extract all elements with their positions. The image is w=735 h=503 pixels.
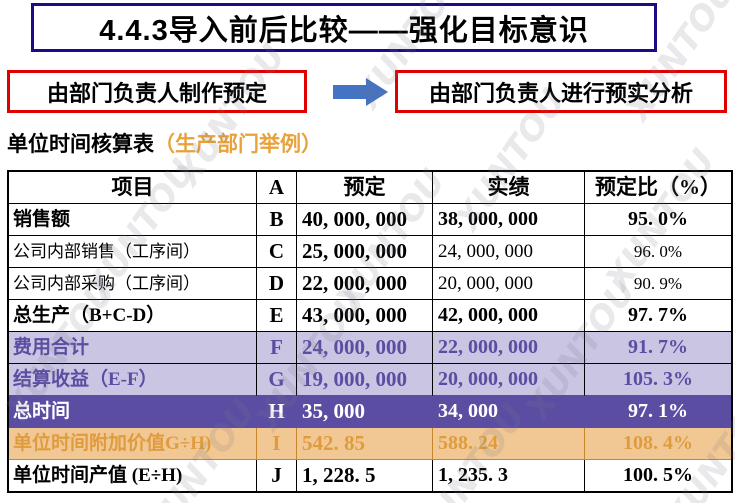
cell-ratio: 108. 4% <box>585 428 731 460</box>
cell-code: C <box>257 236 297 268</box>
cell-item: 公司内部销售（工序间） <box>9 236 257 268</box>
cell-plan: 22, 000, 000 <box>297 268 433 300</box>
cell-ratio: 91. 7% <box>585 332 731 364</box>
cell-item: 单位时间附加价值G÷H) <box>9 428 257 460</box>
cell-ratio: 96. 0% <box>585 236 731 268</box>
cell-ratio: 105. 3% <box>585 364 731 396</box>
flow-step-plan-label: 由部门负责人制作预定 <box>46 80 267 106</box>
cell-code: H <box>257 396 297 428</box>
cell-actual: 22, 000, 000 <box>433 332 585 364</box>
cell-code: F <box>257 332 297 364</box>
header-row: 项目 A 预定 实绩 预定比（%） <box>9 172 731 204</box>
cell-actual: 588. 24 <box>433 428 585 460</box>
cell-actual: 42, 000, 000 <box>433 300 585 332</box>
cell-actual: 24, 000, 000 <box>433 236 585 268</box>
cell-ratio: 95. 0% <box>585 204 731 236</box>
table-caption-main: 单位时间核算表 <box>7 132 154 156</box>
flow-step-plan: 由部门负责人制作预定 <box>7 70 307 113</box>
cell-actual: 20, 000, 000 <box>433 364 585 396</box>
cell-item: 公司内部采购（工序间） <box>9 268 257 300</box>
cell-plan: 19, 000, 000 <box>297 364 433 396</box>
table-row: 总时间 H 35, 000 34, 000 97. 1% <box>9 396 731 428</box>
cell-plan: 43, 000, 000 <box>297 300 433 332</box>
cell-code: D <box>257 268 297 300</box>
page-title: 4.4.3导入前后比较——强化目标意识 <box>99 14 589 47</box>
table-row: 公司内部采购（工序间） D 22, 000, 000 20, 000, 000 … <box>9 268 731 300</box>
table-caption-note: （生产部门举例） <box>154 132 322 156</box>
cell-code: J <box>257 460 297 491</box>
cell-code: I <box>257 428 297 460</box>
cell-plan: 40, 000, 000 <box>297 204 433 236</box>
accounting-table-wrap: 项目 A 预定 实绩 预定比（%） 销售额 B 40, 000, 000 38,… <box>7 170 733 493</box>
table-row: 单位时间产值 (E÷H) J 1, 228. 5 1, 235. 3 100. … <box>9 460 731 491</box>
cell-plan: 542. 85 <box>297 428 433 460</box>
cell-item: 总生产（B+C-D） <box>9 300 257 332</box>
table-row: 总生产（B+C-D） E 43, 000, 000 42, 000, 000 9… <box>9 300 731 332</box>
cell-ratio: 97. 7% <box>585 300 731 332</box>
cell-item: 总时间 <box>9 396 257 428</box>
cell-item: 销售额 <box>9 204 257 236</box>
cell-plan: 24, 000, 000 <box>297 332 433 364</box>
cell-plan: 35, 000 <box>297 396 433 428</box>
table-row: 结算收益（E-F） G 19, 000, 000 20, 000, 000 10… <box>9 364 731 396</box>
table-row: 销售额 B 40, 000, 000 38, 000, 000 95. 0% <box>9 204 731 236</box>
cell-ratio: 97. 1% <box>585 396 731 428</box>
column-header-item: 项目 <box>9 172 257 204</box>
cell-plan: 1, 228. 5 <box>297 460 433 491</box>
flow-step-analysis-label: 由部门负责人进行预实分析 <box>428 80 693 106</box>
cell-actual: 20, 000, 000 <box>433 268 585 300</box>
cell-actual: 38, 000, 000 <box>433 204 585 236</box>
cell-item: 单位时间产值 (E÷H) <box>9 460 257 491</box>
table-row: 公司内部销售（工序间） C 25, 000, 000 24, 000, 000 … <box>9 236 731 268</box>
flow-row: 由部门负责人制作预定 由部门负责人进行预实分析 <box>0 70 735 113</box>
cell-code: E <box>257 300 297 332</box>
cell-item: 费用合计 <box>9 332 257 364</box>
cell-code: G <box>257 364 297 396</box>
cell-code: B <box>257 204 297 236</box>
title-box: 4.4.3导入前后比较——强化目标意识 <box>31 3 657 52</box>
cell-plan: 25, 000, 000 <box>297 236 433 268</box>
cell-item: 结算收益（E-F） <box>9 364 257 396</box>
column-header-plan: 预定 <box>297 172 433 204</box>
column-header-code: A <box>257 172 297 204</box>
table-row: 单位时间附加价值G÷H) I 542. 85 588. 24 108. 4% <box>9 428 731 460</box>
flow-step-analysis: 由部门负责人进行预实分析 <box>395 70 727 113</box>
cell-actual: 1, 235. 3 <box>433 460 585 491</box>
unit-time-accounting-table: 项目 A 预定 实绩 预定比（%） 销售额 B 40, 000, 000 38,… <box>7 170 733 493</box>
cell-ratio: 100. 5% <box>623 464 693 486</box>
table-caption: 单位时间核算表（生产部门举例） <box>7 128 322 158</box>
right-arrow-icon <box>333 78 388 106</box>
cell-ratio: 90. 9% <box>585 268 731 300</box>
column-header-actual: 实绩 <box>433 172 585 204</box>
table-row: 费用合计 F 24, 000, 000 22, 000, 000 91. 7% <box>9 332 731 364</box>
column-header-ratio: 预定比（%） <box>585 172 731 204</box>
cell-actual: 34, 000 <box>433 396 585 428</box>
